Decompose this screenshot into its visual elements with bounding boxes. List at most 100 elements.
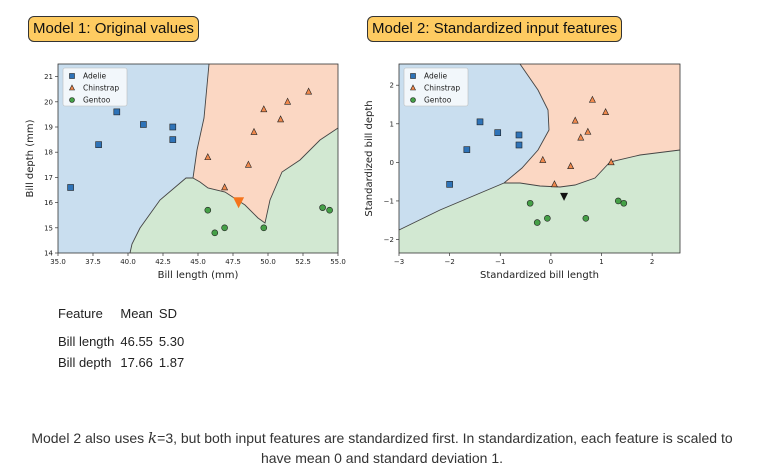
legend-marker-chinstrap	[410, 84, 416, 91]
legend-box	[62, 67, 128, 107]
chinstrap-point	[284, 97, 292, 105]
x-tick-label: 0	[549, 258, 553, 266]
gentoo-point	[614, 197, 622, 205]
y-tick-label: 14	[44, 250, 53, 258]
gentoo-point	[620, 199, 628, 207]
adelie-point	[169, 123, 177, 131]
chinstrap-point	[260, 105, 268, 113]
x-tick-label: 40.0	[120, 258, 136, 266]
chinstrap-point	[588, 95, 596, 103]
y-tick-label: 18	[44, 149, 53, 157]
legend-box	[403, 67, 469, 107]
adelie-point	[463, 146, 471, 153]
legend-marker-adelie	[410, 73, 416, 79]
adelie-point	[169, 136, 177, 143]
legend-label-gentoo: Gentoo	[83, 96, 111, 105]
gentoo-point	[544, 214, 551, 222]
table-row: Bill length 46.55 5.30	[55, 331, 187, 352]
gentoo-point	[260, 224, 268, 232]
x-axis-label: Standardized bill length	[480, 270, 599, 281]
chinstrap-region	[504, 64, 680, 187]
decision-boundary-line	[129, 177, 193, 254]
header-sd: SD	[158, 306, 177, 321]
header-feature: Feature	[58, 306, 103, 321]
row-sd: 5.30	[158, 334, 185, 349]
gentoo-point	[319, 204, 326, 211]
decision-boundary-line	[192, 127, 339, 224]
x-tick-label: 37.5	[85, 258, 101, 266]
query-point-marker	[233, 197, 245, 209]
adelie-point	[515, 131, 523, 139]
chinstrap-point	[305, 87, 313, 95]
y-tick-label: 16	[44, 199, 53, 207]
chinstrap-point	[221, 183, 229, 191]
chinstrap-point	[584, 127, 592, 135]
adelie-point	[476, 118, 484, 126]
x-tick-label: 1	[599, 258, 603, 266]
gentoo-point	[211, 229, 219, 237]
model2-title: Model 2: Standardized input features	[367, 16, 623, 42]
adelie-point	[515, 141, 523, 149]
x-tick-label: 55.0	[330, 258, 346, 266]
adelie-point	[446, 181, 453, 188]
y-tick-label: 15	[44, 224, 53, 232]
decision-boundary-plots: 35.0 37.5 40.0 42.5 45.0 47.5 50.0 52.5 55.0 14 15…	[25, 63, 681, 281]
chinstrap-point	[204, 153, 212, 161]
gentoo-point	[533, 219, 541, 226]
legend-label-chinstrap: Chinstrap	[83, 84, 119, 93]
header-mean: Mean	[120, 306, 153, 321]
adelie-point	[67, 184, 74, 191]
chart-panel-2: −3 −2 −1 0 1 2 −2 −1 0 1 2 Standardized bill length…	[364, 63, 681, 281]
adelie-point	[113, 108, 121, 116]
y-tick-label: −2	[384, 236, 394, 244]
legend-marker-gentoo	[69, 97, 75, 103]
x-tick-label: 2	[650, 258, 654, 266]
gentoo-point	[204, 206, 212, 214]
y-axis-label: Bill depth (mm)	[25, 119, 36, 197]
row-mean: 46.55	[120, 334, 153, 349]
adelie-point	[140, 121, 147, 128]
gentoo-point	[582, 214, 590, 222]
chinstrap-region	[193, 64, 338, 223]
feature-stats-table: Feature Mean SD Bill length 46.55 5.30 B…	[55, 303, 187, 373]
y-tick-label: 17	[44, 174, 53, 182]
y-tick-label: 20	[44, 98, 53, 106]
chinstrap-point	[607, 158, 615, 166]
caption: Model 2 also uses k=3, but both input fe…	[20, 428, 744, 468]
chinstrap-point	[550, 180, 558, 188]
legend-label-gentoo: Gentoo	[424, 96, 452, 105]
adelie-point	[494, 129, 502, 136]
chart-panel-1: 35.0 37.5 40.0 42.5 45.0 47.5 50.0 52.5 55.0 14 15…	[25, 63, 346, 281]
adelie-region	[58, 64, 209, 253]
legend-label-adelie: Adelie	[83, 72, 107, 81]
caption-part-2: =3, but both input features are standard…	[157, 430, 733, 466]
legend-marker-adelie	[69, 73, 75, 79]
legend-label-chinstrap: Chinstrap	[424, 84, 460, 93]
gentoo-point	[526, 199, 534, 207]
row-mean: 17.66	[120, 355, 153, 370]
gentoo-point	[221, 224, 228, 232]
caption-part-1: Model 2 also uses	[31, 430, 149, 446]
chinstrap-point	[250, 127, 258, 135]
decision-boundary-line	[503, 63, 550, 184]
query-point-marker	[560, 192, 569, 201]
y-tick-label: 19	[44, 124, 53, 132]
chinstrap-point	[277, 115, 285, 123]
chinstrap-point	[577, 133, 585, 141]
caption-k-symbol: k	[148, 429, 158, 447]
plot-frame	[398, 63, 681, 254]
chinstrap-point	[567, 162, 575, 170]
chinstrap-point	[571, 116, 579, 124]
model1-title: Model 1: Original values	[28, 16, 199, 42]
y-tick-label: −1	[384, 197, 394, 205]
x-tick-label: 47.5	[225, 258, 241, 266]
row-feature: Bill depth	[58, 355, 112, 370]
y-tick-label: 1	[390, 120, 394, 128]
chinstrap-point	[244, 160, 252, 168]
table-row: Bill depth 17.66 1.87	[55, 352, 187, 373]
row-feature: Bill length	[58, 334, 115, 349]
row-sd: 1.87	[158, 355, 185, 370]
x-tick-label: 45.0	[190, 258, 206, 266]
legend-label-adelie: Adelie	[424, 72, 448, 81]
gentoo-region	[399, 150, 680, 253]
